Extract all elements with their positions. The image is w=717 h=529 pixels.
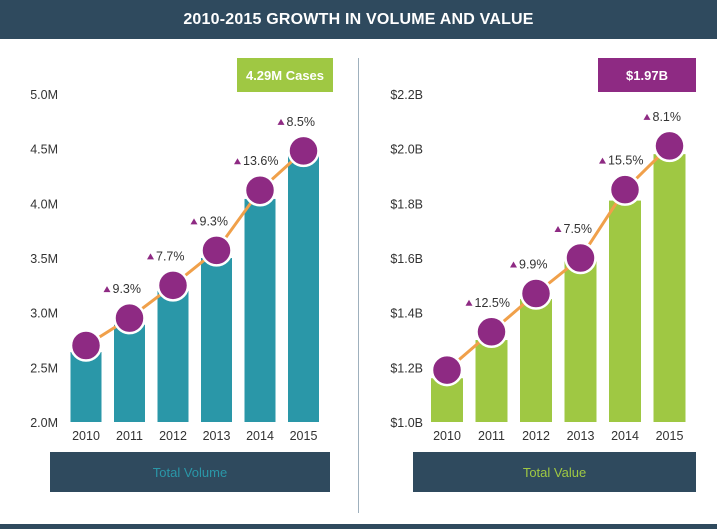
volume-footer: Total Volume: [50, 452, 330, 492]
x-tick-label: 2015: [290, 429, 318, 443]
data-marker: [200, 234, 233, 267]
y-tick-label: 5.0M: [30, 88, 58, 102]
x-tick-label: 2012: [522, 429, 550, 443]
bar: [609, 200, 641, 422]
y-tick-label: 4.0M: [30, 197, 58, 211]
growth-label: 8.5%: [287, 115, 316, 129]
up-triangle-icon: [277, 118, 285, 125]
y-tick-label: $1.4B: [390, 307, 423, 321]
bar: [653, 154, 686, 422]
x-tick-label: 2011: [478, 429, 505, 443]
y-tick-label: $1.2B: [390, 361, 423, 375]
y-tick-label: 3.5M: [30, 252, 58, 266]
bar: [244, 198, 276, 422]
x-tick-label: 2014: [611, 429, 639, 443]
volume-chart: 5.0M 4.5M 4.0M 3.5M 3.0M 2.5M 2.0M 2010 2011 2012…: [30, 88, 320, 443]
y-tick-label: 3.0M: [30, 307, 58, 321]
x-tick-label: 2014: [246, 429, 274, 443]
growth-label: 12.5%: [475, 296, 510, 310]
value-footer: Total Value: [413, 452, 696, 492]
up-triangle-icon: [554, 226, 562, 232]
data-marker: [430, 353, 464, 387]
bar: [157, 290, 189, 422]
y-tick-label: $1.6B: [390, 252, 423, 266]
growth-label: 9.9%: [519, 258, 548, 272]
y-tick-label: 2.5M: [30, 361, 58, 375]
y-tick-label: $1.8B: [390, 197, 423, 211]
x-tick-label: 2015: [656, 429, 684, 443]
bar: [520, 299, 552, 422]
data-marker: [653, 129, 686, 163]
data-marker: [608, 173, 642, 206]
up-triangle-icon: [643, 113, 651, 120]
growth-label: 15.5%: [608, 154, 643, 168]
value-badge: $1.97B: [598, 58, 696, 92]
up-triangle-icon: [103, 286, 111, 293]
y-tick-label: 2.0M: [30, 416, 58, 430]
data-marker: [69, 329, 103, 362]
page-title: 2010-2015 GROWTH IN VOLUME AND VALUE: [0, 0, 717, 39]
up-triangle-icon: [510, 261, 517, 268]
growth-label: 13.6%: [243, 154, 278, 168]
bar: [70, 352, 102, 422]
y-tick-label: $2.0B: [390, 143, 423, 157]
y-tick-label: 4.5M: [30, 143, 58, 157]
bar: [564, 260, 597, 422]
chart-divider: [358, 58, 359, 513]
data-marker: [519, 277, 553, 310]
up-triangle-icon: [190, 218, 198, 225]
up-triangle-icon: [234, 158, 241, 165]
up-triangle-icon: [465, 299, 473, 306]
x-tick-label: 2010: [433, 429, 461, 443]
x-tick-label: 2010: [72, 429, 100, 443]
growth-label: 7.5%: [564, 222, 593, 236]
up-triangle-icon: [147, 253, 154, 260]
x-tick-label: 2013: [567, 429, 595, 443]
up-triangle-icon: [599, 157, 606, 164]
y-tick-label: $2.2B: [390, 88, 423, 102]
data-marker: [287, 134, 320, 168]
x-tick-label: 2012: [159, 429, 187, 443]
volume-badge: 4.29M Cases: [237, 58, 333, 92]
growth-label: 9.3%: [113, 282, 142, 296]
data-marker: [564, 241, 597, 275]
bar: [114, 324, 145, 422]
growth-label: 7.7%: [156, 249, 185, 263]
growth-label: 8.1%: [653, 110, 682, 124]
bottom-rule: [0, 524, 717, 529]
x-tick-label: 2011: [116, 429, 143, 443]
x-tick-label: 2013: [203, 429, 231, 443]
bar: [288, 156, 319, 422]
growth-label: 9.3%: [200, 214, 229, 228]
bar: [475, 340, 508, 422]
data-marker: [475, 315, 508, 349]
data-marker: [243, 173, 277, 207]
data-marker: [156, 269, 190, 302]
data-marker: [113, 301, 146, 335]
bar: [201, 258, 232, 422]
y-tick-label: $1.0B: [390, 416, 423, 430]
